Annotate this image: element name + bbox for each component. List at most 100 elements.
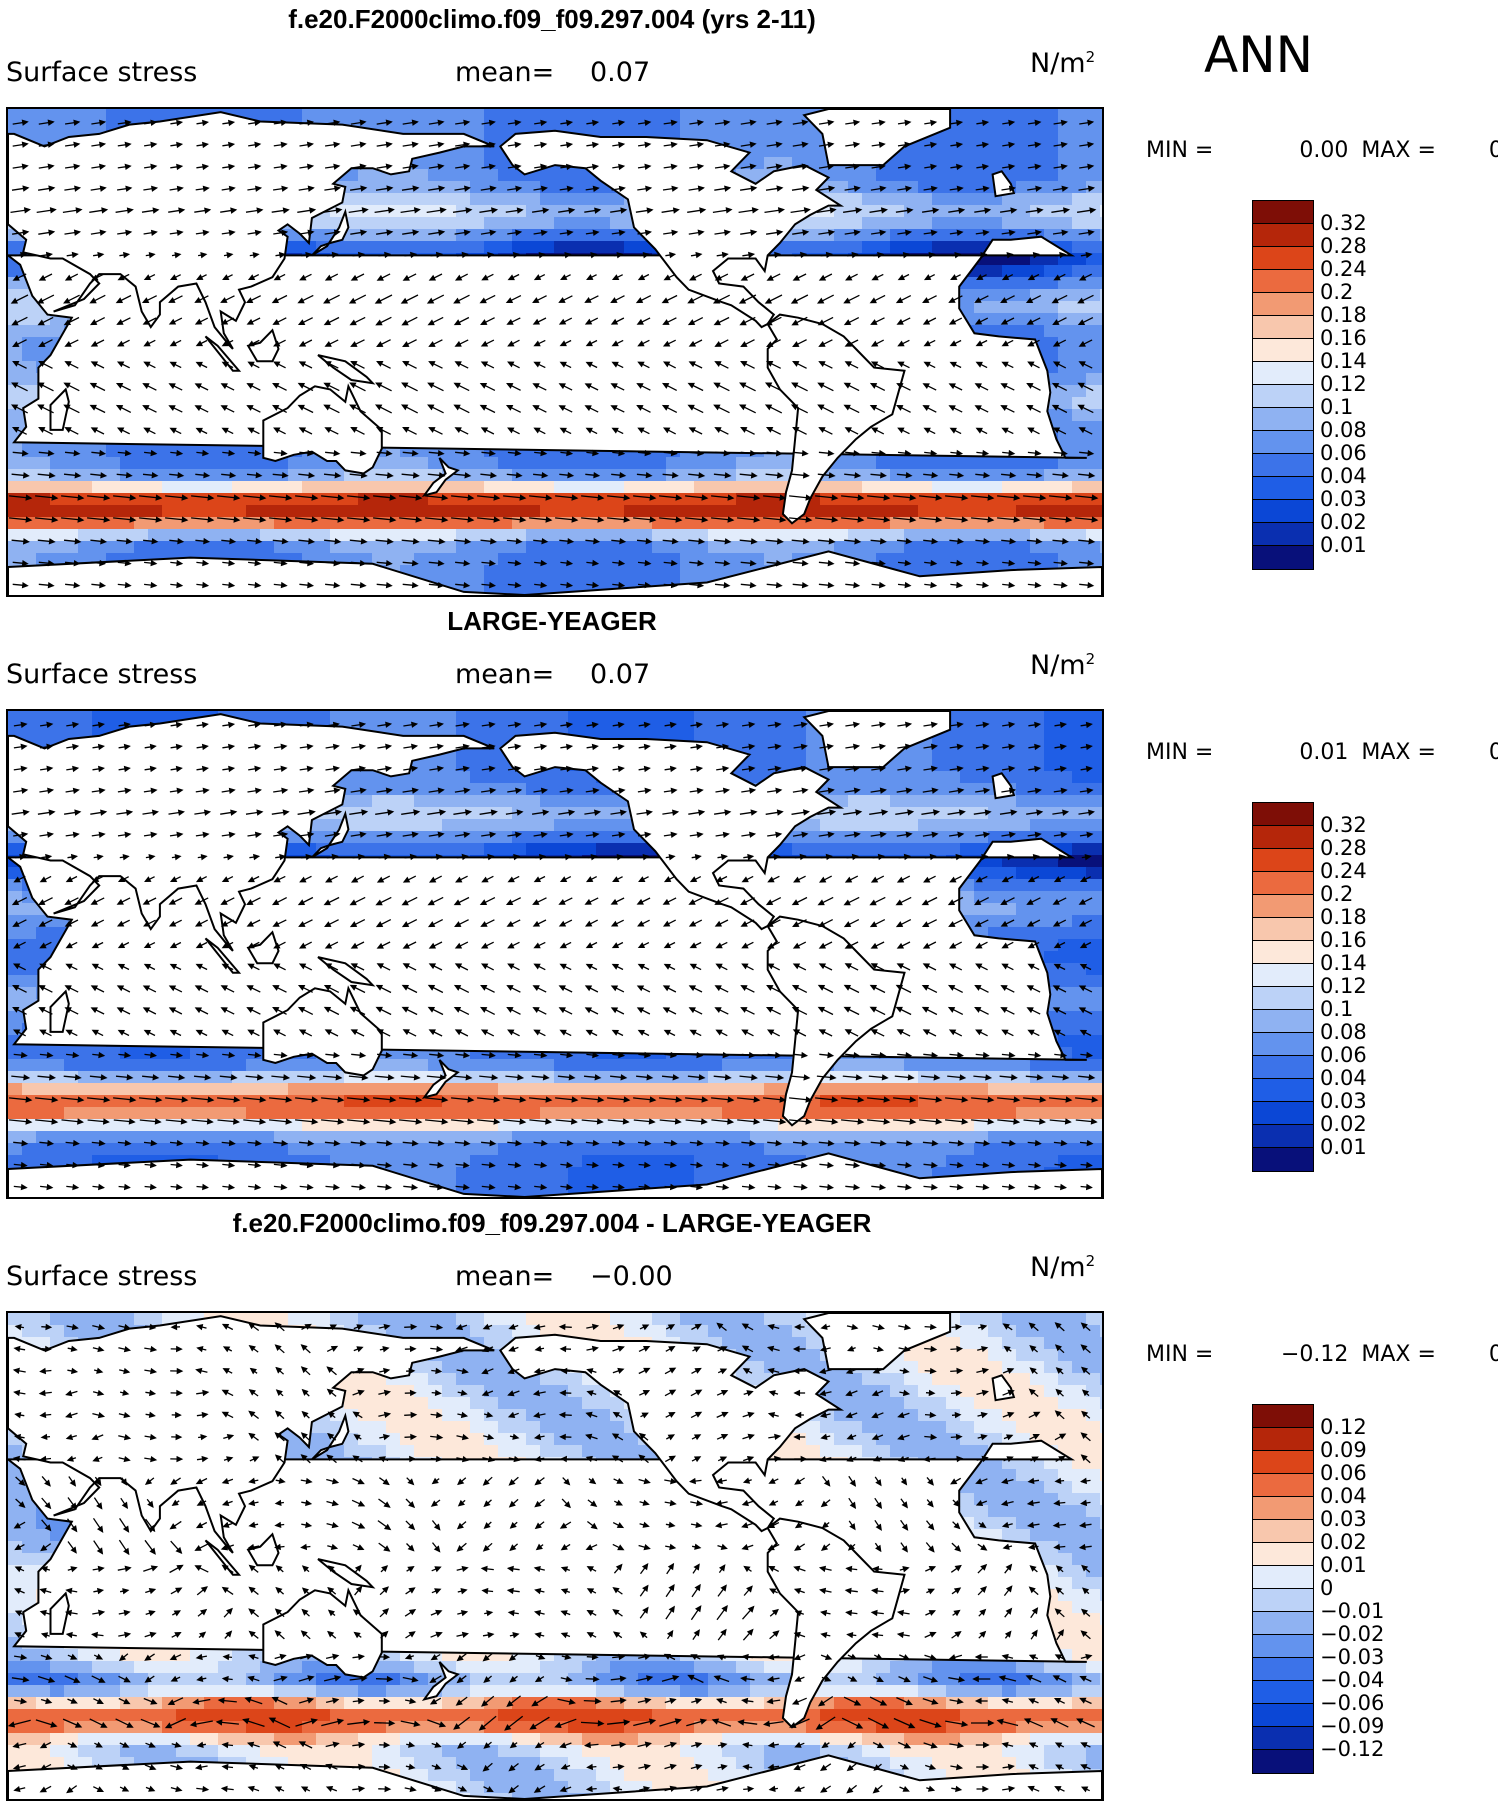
colorbar-level-label: 0.14 — [1320, 349, 1367, 373]
land-borneo — [246, 930, 280, 965]
land-greenland — [802, 1313, 952, 1371]
colorbar-swatch — [1253, 523, 1313, 546]
max-label: MAX = — [1361, 1342, 1436, 1367]
colorbar-level-label: 0.04 — [1320, 1484, 1367, 1508]
variable-label: Surface stress — [6, 1261, 198, 1292]
colorbar-level-label: 0.04 — [1320, 464, 1367, 488]
colorbar-swatches — [1252, 1404, 1314, 1774]
colorbar-level-label: 0.03 — [1320, 1089, 1367, 1113]
map-model — [6, 107, 1104, 597]
colorbar-swatch — [1253, 408, 1313, 431]
colorbar-level-label: 0.12 — [1320, 1415, 1367, 1439]
colorbar-swatch — [1253, 826, 1313, 849]
colorbar-level-label: −0.02 — [1320, 1622, 1385, 1646]
stress-vectors — [9, 721, 1099, 1191]
colorbar-level-label: 0.2 — [1320, 882, 1354, 906]
colorbar-level-label: 0.03 — [1320, 487, 1367, 511]
colorbar-swatch — [1253, 872, 1313, 895]
colorbar-swatch — [1253, 1405, 1313, 1428]
colorbar-level-label: 0.18 — [1320, 905, 1367, 929]
units-label: N/m2 — [1030, 48, 1096, 79]
land-samerica — [766, 313, 906, 525]
land-nz — [421, 1661, 460, 1701]
map-difference — [6, 1311, 1104, 1801]
panel-obs: LARGE-YEAGER Surface stress mean= 0.07 N… — [0, 602, 1498, 1205]
colorbar-level-label: 0.08 — [1320, 418, 1367, 442]
continents — [8, 711, 1102, 1197]
colorbar-swatches — [1252, 200, 1314, 570]
min-value: 0.01 — [1299, 740, 1349, 765]
colorbar-swatch — [1253, 1750, 1313, 1773]
colorbar-level-label: −0.01 — [1320, 1599, 1385, 1623]
colorbar-level-label: −0.06 — [1320, 1691, 1385, 1715]
colorbar-swatch — [1253, 1474, 1313, 1497]
colorbar-level-label: 0.03 — [1320, 1507, 1367, 1531]
land-greenland — [802, 109, 952, 167]
colorbar-swatch — [1253, 431, 1313, 454]
min-max-readout: MIN = −0.12 MAX = 0.08 — [1146, 1342, 1498, 1367]
land-britain — [991, 772, 1016, 800]
colorbar-level-label: 0.02 — [1320, 1530, 1367, 1554]
stress-vectors — [9, 119, 1099, 589]
colorbar-swatches — [1252, 802, 1314, 1172]
colorbar-level-label: 0.18 — [1320, 303, 1367, 327]
colorbar-swatch — [1253, 201, 1313, 224]
mean-value: 0.07 — [590, 57, 651, 88]
colorbar-swatch — [1253, 1079, 1313, 1102]
colorbar-swatch — [1253, 1148, 1313, 1171]
colorbar-level-label: 0.32 — [1320, 813, 1367, 837]
mean-value: 0.07 — [590, 659, 651, 690]
min-label: MIN = — [1146, 138, 1214, 163]
colorbar-swatch — [1253, 987, 1313, 1010]
land-australia — [262, 1587, 383, 1679]
colorbar-swatch — [1253, 316, 1313, 339]
colorbar-level-label: 0.24 — [1320, 257, 1367, 281]
panel-title: LARGE-YEAGER — [447, 606, 657, 636]
land-madagascar — [49, 387, 70, 431]
colorbar-swatch — [1253, 1033, 1313, 1056]
colorbar-level-label: 0 — [1320, 1576, 1334, 1600]
colorbar-level-label: 0.06 — [1320, 1461, 1367, 1485]
max-value: 0.25 — [1488, 740, 1498, 765]
units-label: N/m2 — [1030, 650, 1096, 681]
colorbar-swatch — [1253, 1125, 1313, 1148]
colorbar-level-label: 0.16 — [1320, 928, 1367, 952]
colorbar-swatch — [1253, 895, 1313, 918]
colorbar-level-label: 0.14 — [1320, 951, 1367, 975]
land-japan — [311, 810, 350, 859]
land-britain — [991, 1374, 1016, 1402]
land-sumatra — [204, 1539, 242, 1576]
variable-label: Surface stress — [6, 659, 198, 690]
colorbar-swatch — [1253, 339, 1313, 362]
colorbar-level-label: 0.28 — [1320, 836, 1367, 860]
colorbar-swatch — [1253, 454, 1313, 477]
min-max-readout: MIN = 0.01 MAX = 0.25 — [1146, 740, 1498, 765]
colorbar-level-label: 0.08 — [1320, 1020, 1367, 1044]
colorbar-swatch — [1253, 1681, 1313, 1704]
colorbar-level-label: 0.01 — [1320, 1553, 1367, 1577]
colorbar-swatch — [1253, 477, 1313, 500]
land-madagascar — [49, 989, 70, 1033]
colorbar-swatch — [1253, 1428, 1313, 1451]
colorbar-swatch — [1253, 803, 1313, 826]
min-value: 0.00 — [1299, 138, 1349, 163]
season-label: ANN — [1204, 26, 1314, 84]
land-namerica — [498, 731, 845, 931]
colorbar-level-label: −0.09 — [1320, 1714, 1385, 1738]
panel-title: f.e20.F2000climo.f09_f09.297.004 (yrs 2-… — [288, 4, 816, 34]
colorbar-level-label: −0.04 — [1320, 1668, 1385, 1692]
max-label: MAX = — [1361, 740, 1436, 765]
min-value: −0.12 — [1280, 1342, 1349, 1367]
land-eurasia — [8, 713, 495, 952]
colorbar-swatch — [1253, 1704, 1313, 1727]
mean-label: mean= — [455, 1261, 555, 1292]
panel-model: f.e20.F2000climo.f09_f09.297.004 (yrs 2-… — [0, 0, 1498, 603]
colorbar-swatch — [1253, 941, 1313, 964]
land-britain — [991, 170, 1016, 198]
colorbar-level-label: 0.04 — [1320, 1066, 1367, 1090]
colorbar-level-label: 0.12 — [1320, 372, 1367, 396]
panel-diff: f.e20.F2000climo.f09_f09.297.004 - LARGE… — [0, 1204, 1498, 1807]
colorbar-level-label: 0.12 — [1320, 974, 1367, 998]
colorbar-swatch — [1253, 1612, 1313, 1635]
colorbar-swatch — [1253, 1543, 1313, 1566]
